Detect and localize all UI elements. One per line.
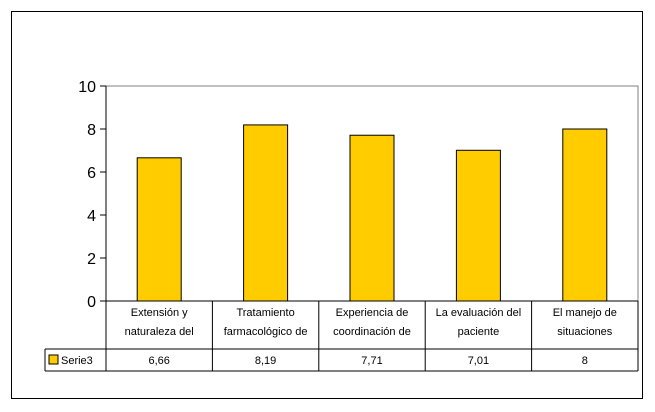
data-table-value: 6,66 <box>148 355 169 367</box>
y-tick-label: 6 <box>87 165 96 182</box>
category-label: Extensión y <box>131 307 188 319</box>
category-label: coordinación de <box>333 326 411 338</box>
data-table-value: 8,19 <box>255 355 276 367</box>
legend-series-name: Serie3 <box>61 355 93 367</box>
category-label: paciente <box>458 326 500 338</box>
bar <box>137 158 181 301</box>
bar <box>350 135 394 301</box>
data-table-value: 7,01 <box>468 355 489 367</box>
bar <box>244 125 288 301</box>
category-label: Tratamiento <box>236 307 294 319</box>
y-tick-label: 8 <box>87 122 96 139</box>
category-label: El manejo de <box>553 307 617 319</box>
y-tick-label: 0 <box>87 294 96 311</box>
legend-swatch <box>49 355 58 364</box>
category-label: farmacológico de <box>224 326 308 338</box>
category-label: Experiencia de <box>336 307 409 319</box>
data-table-value: 7,71 <box>361 355 382 367</box>
y-tick-label: 10 <box>78 79 96 96</box>
category-label: naturaleza del <box>125 326 194 338</box>
bar <box>563 129 607 301</box>
bar <box>456 150 500 301</box>
y-tick-label: 2 <box>87 251 96 268</box>
category-label: situaciones <box>557 326 613 338</box>
y-tick-label: 4 <box>87 208 96 225</box>
data-table-value: 8 <box>582 355 588 367</box>
category-label: La evaluación del <box>436 307 522 319</box>
